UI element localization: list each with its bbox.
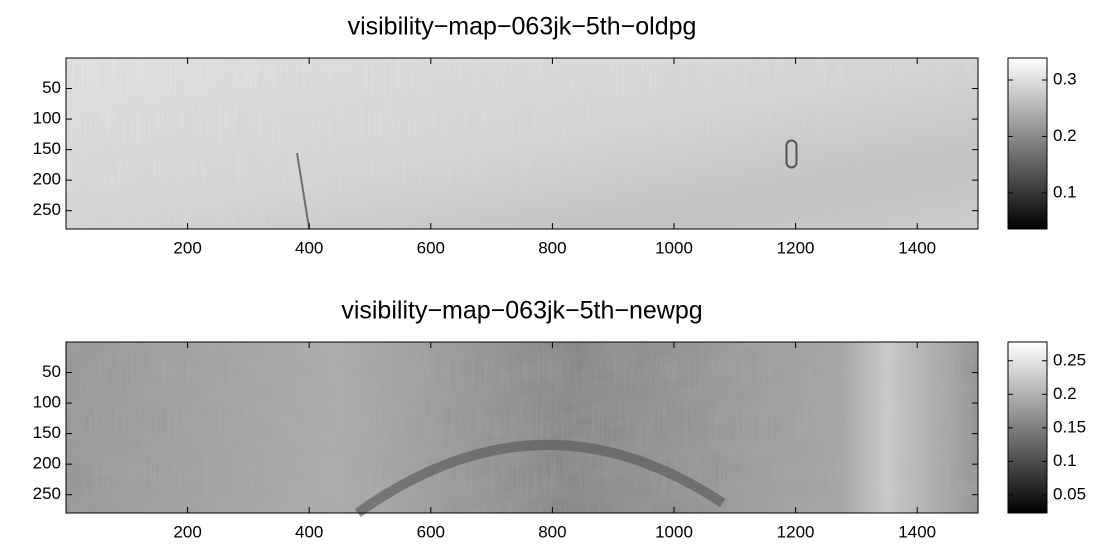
y-tick-label: 50 bbox=[42, 78, 61, 97]
x-tick-label: 1400 bbox=[898, 522, 936, 541]
y-tick-label: 250 bbox=[33, 200, 61, 219]
x-tick-label: 800 bbox=[538, 522, 566, 541]
x-tick-label: 200 bbox=[173, 522, 201, 541]
y-tick-label: 100 bbox=[33, 109, 61, 128]
x-tick-label: 400 bbox=[295, 238, 323, 257]
heatmap-texture bbox=[66, 342, 978, 513]
y-tick-label: 100 bbox=[33, 393, 61, 412]
heatmap-feature bbox=[296, 152, 311, 230]
colorbar bbox=[1007, 57, 1048, 230]
colorbar-tick-label: 0.05 bbox=[1053, 484, 1086, 503]
colorbar-tick-label: 0.3 bbox=[1053, 69, 1077, 88]
x-tick-label: 1400 bbox=[898, 238, 936, 257]
y-tick-label: 200 bbox=[33, 454, 61, 473]
heatmap-feature bbox=[785, 139, 798, 169]
x-tick-label: 1200 bbox=[777, 522, 815, 541]
y-tick-label: 150 bbox=[33, 423, 61, 442]
x-tick-label: 600 bbox=[417, 522, 445, 541]
y-tick-label: 50 bbox=[42, 362, 61, 381]
colorbar-tick-label: 0.2 bbox=[1053, 126, 1077, 145]
colorbar-tick-label: 0.1 bbox=[1053, 182, 1077, 201]
heatmap-feature bbox=[354, 439, 726, 518]
colorbar bbox=[1007, 341, 1048, 514]
axes-box bbox=[65, 341, 979, 514]
x-tick-label: 1200 bbox=[777, 238, 815, 257]
x-tick-label: 200 bbox=[173, 238, 201, 257]
y-tick-label: 250 bbox=[33, 484, 61, 503]
x-tick-label: 400 bbox=[295, 522, 323, 541]
plot-title: visibility−map−063jk−5th−oldpg bbox=[348, 13, 697, 41]
plot-title: visibility−map−063jk−5th−newpg bbox=[341, 297, 702, 325]
x-tick-label: 800 bbox=[538, 238, 566, 257]
x-tick-label: 1000 bbox=[655, 522, 693, 541]
colorbar-tick-label: 0.2 bbox=[1053, 384, 1077, 403]
colorbar-tick-label: 0.15 bbox=[1053, 417, 1086, 436]
y-tick-label: 150 bbox=[33, 139, 61, 158]
x-tick-label: 1000 bbox=[655, 238, 693, 257]
colorbar-tick-label: 0.1 bbox=[1053, 451, 1077, 470]
colorbar-tick-label: 0.25 bbox=[1053, 350, 1086, 369]
y-tick-label: 200 bbox=[33, 170, 61, 189]
x-tick-label: 600 bbox=[417, 238, 445, 257]
axes-box bbox=[65, 57, 979, 230]
heatmap-texture bbox=[66, 58, 978, 229]
